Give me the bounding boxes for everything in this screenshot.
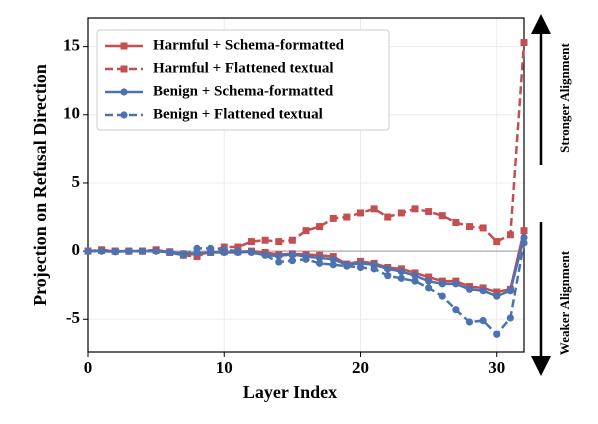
annotation: Stronger Alignment [557, 43, 572, 153]
marker [506, 231, 514, 239]
marker [425, 277, 433, 285]
marker [288, 236, 296, 244]
marker [302, 255, 310, 263]
x-tick-label: 20 [352, 358, 369, 377]
marker [261, 251, 269, 259]
marker [466, 223, 473, 231]
marker [316, 254, 324, 262]
legend-label: Harmful + Schema-formatted [153, 37, 345, 53]
marker [370, 265, 378, 273]
marker [452, 280, 460, 288]
legend-marker [120, 111, 128, 119]
marker [152, 247, 160, 255]
marker [275, 238, 283, 246]
marker [384, 272, 392, 280]
marker [465, 318, 474, 326]
marker [411, 272, 419, 280]
x-tick-label: 30 [488, 358, 505, 377]
marker [493, 238, 501, 246]
marker [520, 239, 528, 247]
x-axis-label: Layer Index [243, 382, 337, 402]
marker [493, 330, 501, 338]
marker [493, 288, 501, 296]
marker [220, 246, 228, 254]
marker [207, 244, 215, 252]
y-tick-label: 15 [63, 36, 80, 55]
marker [343, 213, 351, 221]
marker [329, 255, 337, 263]
marker [425, 208, 433, 216]
legend-marker [120, 42, 128, 50]
y-tick-label: 0 [72, 240, 81, 259]
marker [370, 205, 378, 213]
marker [397, 209, 405, 217]
marker [288, 250, 296, 259]
marker [357, 209, 364, 217]
marker [329, 261, 337, 269]
marker [411, 277, 419, 285]
marker [397, 274, 405, 282]
legend-label: Harmful + Flattened textual [153, 60, 334, 76]
marker [425, 273, 433, 281]
marker [356, 263, 365, 272]
marker [506, 287, 514, 295]
marker [179, 251, 187, 259]
marker [438, 280, 446, 288]
y-axis-label: Projection on Refusal Direction [30, 64, 50, 306]
marker [302, 227, 310, 235]
marker [316, 259, 324, 267]
marker [125, 247, 133, 255]
marker [438, 292, 446, 300]
marker [452, 306, 460, 314]
legend-marker [120, 65, 128, 73]
marker [98, 247, 106, 255]
marker [438, 212, 446, 220]
x-tick-label: 0 [84, 358, 93, 377]
marker [397, 267, 405, 276]
legend-marker [120, 88, 128, 96]
marker [411, 205, 419, 213]
y-tick-label: -5 [66, 308, 80, 327]
x-tick-label: 10 [216, 358, 233, 377]
marker [479, 287, 487, 295]
legend-box [96, 29, 390, 131]
marker [247, 248, 256, 257]
annotation: Weaker Alignment [557, 250, 572, 355]
marker [248, 238, 255, 246]
marker [234, 243, 242, 251]
marker [261, 236, 269, 244]
marker [275, 258, 283, 266]
marker [452, 218, 460, 226]
marker [520, 227, 528, 235]
marker [138, 247, 147, 255]
marker [84, 247, 92, 255]
marker [111, 247, 119, 255]
marker [343, 262, 351, 270]
marker [506, 314, 514, 322]
marker [329, 214, 337, 222]
y-tick-label: 10 [63, 104, 80, 123]
marker [520, 233, 528, 242]
legend-label: Benign + Flattened textual [153, 106, 323, 122]
marker [193, 244, 201, 252]
marker [234, 247, 242, 255]
marker [384, 265, 392, 273]
legend-label: Benign + Schema-formatted [153, 83, 334, 99]
marker [288, 257, 296, 265]
marker [520, 39, 528, 47]
marker [465, 285, 474, 293]
marker [425, 284, 433, 292]
y-tick-label: 5 [72, 172, 81, 191]
marker [493, 292, 501, 300]
marker [479, 224, 487, 232]
plot-frame [87, 17, 525, 353]
marker [166, 248, 174, 257]
marker [275, 252, 283, 260]
marker [384, 213, 392, 221]
marker [316, 223, 324, 231]
marker [479, 317, 487, 325]
